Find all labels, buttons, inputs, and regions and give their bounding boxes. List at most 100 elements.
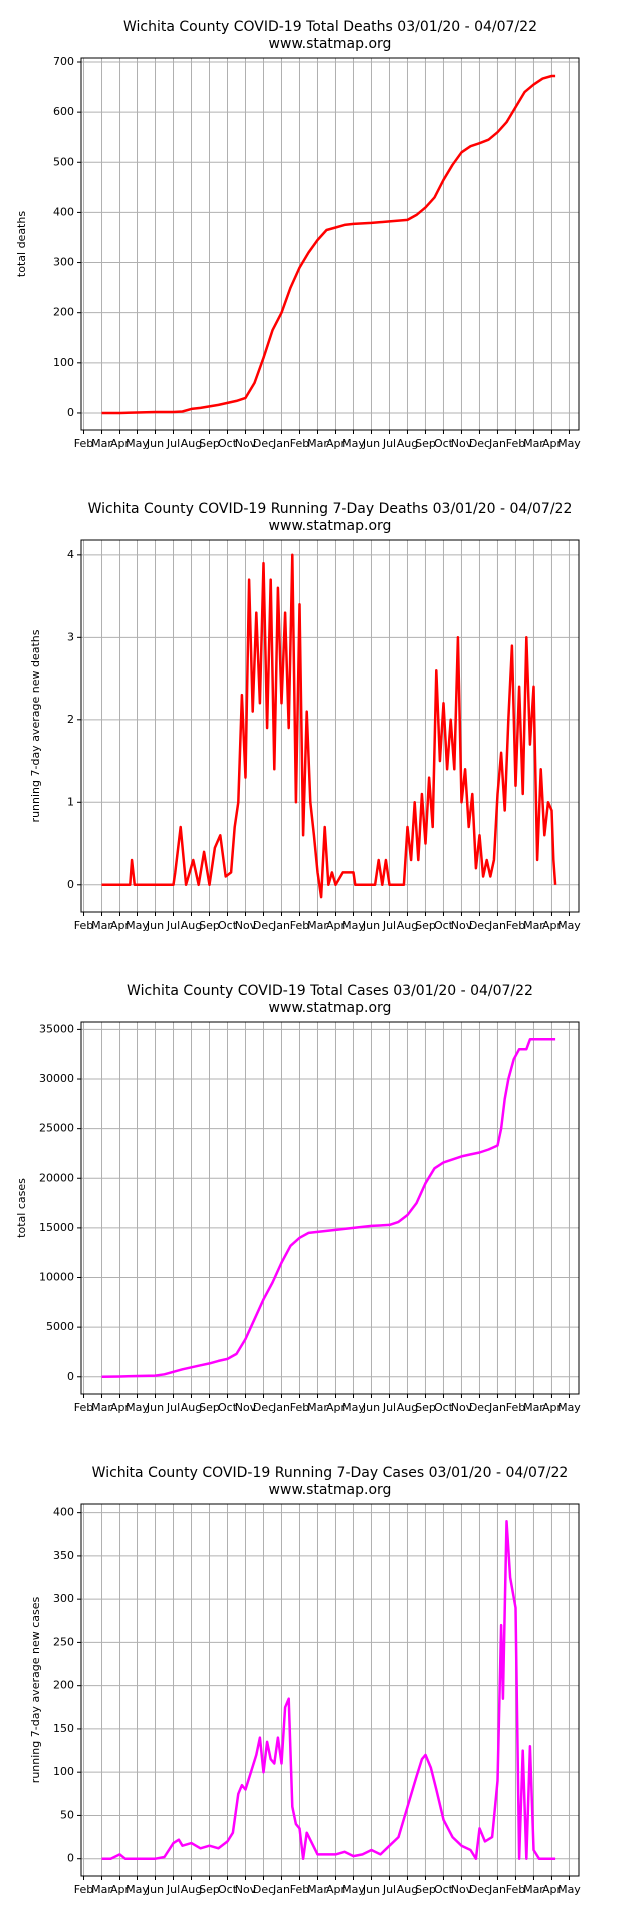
x-tick-label: Apr: [110, 1401, 130, 1414]
x-tick-label: Jan: [272, 1401, 290, 1414]
x-tick-label: Nov: [235, 1883, 257, 1896]
x-tick-label: Feb: [506, 1401, 525, 1414]
x-tick-label: Apr: [110, 437, 130, 450]
data-line: [101, 1520, 556, 1860]
x-tick-label: Sep: [415, 437, 436, 450]
y-tick-label: 30000: [39, 1072, 74, 1085]
x-tick-label: Dec: [253, 1401, 274, 1414]
y-axis-label: running 7-day average new cases: [29, 1597, 42, 1784]
x-tick-label: Aug: [181, 1883, 202, 1896]
chart-title: Wichita County COVID-19 Running 7-Day Ca…: [92, 1465, 569, 1481]
y-tick-label: 0: [67, 1370, 74, 1383]
x-tick-label: Dec: [469, 919, 490, 932]
x-tick-label: Feb: [74, 919, 93, 932]
x-tick-label: Mar: [523, 919, 544, 932]
x-tick-label: Apr: [326, 919, 346, 932]
chart: Wichita County COVID-19 Total Cases 03/0…: [15, 983, 581, 1414]
x-tick-label: Feb: [74, 1401, 93, 1414]
y-tick-label: 5000: [46, 1320, 74, 1333]
x-tick-label: Jul: [382, 919, 396, 932]
x-tick-label: Dec: [469, 1401, 490, 1414]
x-tick-label: Aug: [181, 437, 202, 450]
x-tick-label: Oct: [218, 919, 238, 932]
plot-frame: [80, 57, 580, 431]
data-line: [101, 1038, 556, 1379]
x-tick-label: Jan: [488, 1401, 506, 1414]
chart: Wichita County COVID-19 Running 7-Day Ca…: [29, 1465, 581, 1896]
x-tick-label: Jul: [382, 1401, 396, 1414]
x-tick-label: Apr: [326, 437, 346, 450]
x-tick-label: Sep: [199, 1401, 220, 1414]
x-tick-label: Apr: [542, 437, 562, 450]
x-tick-label: Feb: [74, 1883, 93, 1896]
x-tick-label: Jun: [362, 1401, 380, 1414]
x-tick-label: Feb: [74, 437, 93, 450]
x-tick-label: Jun: [146, 437, 164, 450]
x-tick-label: Jul: [166, 1401, 180, 1414]
y-axis-label: total cases: [15, 1178, 28, 1238]
x-tick-label: Feb: [290, 437, 309, 450]
x-tick-label: Nov: [235, 1401, 257, 1414]
x-tick-label: May: [558, 1883, 581, 1896]
x-tick-label: Jan: [488, 919, 506, 932]
x-tick-label: Dec: [469, 437, 490, 450]
plot-frame: [80, 1503, 580, 1877]
x-tick-label: Jun: [362, 919, 380, 932]
x-tick-label: Apr: [542, 919, 562, 932]
x-tick-label: Jan: [272, 919, 290, 932]
y-tick-label: 0: [67, 406, 74, 419]
chart-subtitle: www.statmap.org: [269, 36, 392, 52]
y-tick-label: 4: [67, 548, 74, 561]
y-tick-label: 200: [53, 1679, 74, 1692]
x-tick-label: Apr: [542, 1401, 562, 1414]
y-tick-label: 50: [60, 1808, 74, 1821]
x-tick-label: May: [126, 1883, 149, 1896]
chart-title: Wichita County COVID-19 Total Deaths 03/…: [123, 19, 537, 35]
x-tick-label: Feb: [506, 919, 525, 932]
y-tick-label: 400: [53, 205, 74, 218]
x-tick-label: Aug: [181, 919, 202, 932]
x-tick-label: Nov: [451, 919, 473, 932]
x-tick-label: Nov: [451, 1883, 473, 1896]
y-tick-label: 600: [53, 105, 74, 118]
x-tick-label: Aug: [397, 1883, 418, 1896]
x-tick-label: May: [342, 1883, 365, 1896]
x-tick-label: Jul: [166, 437, 180, 450]
x-tick-label: May: [558, 919, 581, 932]
y-tick-label: 0: [67, 878, 74, 891]
y-tick-label: 300: [53, 256, 74, 269]
x-tick-label: May: [342, 919, 365, 932]
x-tick-label: Mar: [307, 1883, 328, 1896]
x-tick-label: Mar: [307, 1401, 328, 1414]
y-tick-label: 150: [53, 1722, 74, 1735]
x-tick-label: Nov: [451, 437, 473, 450]
chart-title: Wichita County COVID-19 Total Cases 03/0…: [127, 983, 533, 999]
x-tick-label: Dec: [253, 1883, 274, 1896]
x-tick-label: Feb: [506, 1883, 525, 1896]
y-axis-label: total deaths: [15, 211, 28, 277]
chart-subtitle: www.statmap.org: [269, 518, 392, 534]
y-tick-label: 250: [53, 1635, 74, 1648]
x-tick-label: Nov: [235, 919, 257, 932]
x-tick-label: Sep: [199, 919, 220, 932]
x-tick-label: Dec: [253, 919, 274, 932]
x-tick-label: Mar: [307, 919, 328, 932]
x-tick-label: Mar: [523, 1883, 544, 1896]
data-line: [101, 74, 556, 415]
x-tick-label: Sep: [415, 1883, 436, 1896]
y-tick-label: 0: [67, 1852, 74, 1865]
y-tick-label: 500: [53, 155, 74, 168]
y-tick-label: 200: [53, 306, 74, 319]
x-tick-label: Feb: [290, 1883, 309, 1896]
x-tick-label: May: [126, 1401, 149, 1414]
x-tick-label: Jul: [382, 437, 396, 450]
x-tick-label: Sep: [415, 919, 436, 932]
plot-frame: [80, 539, 580, 913]
y-tick-label: 100: [53, 1765, 74, 1778]
x-tick-label: Jan: [488, 1883, 506, 1896]
y-tick-label: 350: [53, 1549, 74, 1562]
y-tick-label: 15000: [39, 1221, 74, 1234]
x-tick-label: Oct: [218, 1883, 238, 1896]
x-tick-label: May: [126, 437, 149, 450]
